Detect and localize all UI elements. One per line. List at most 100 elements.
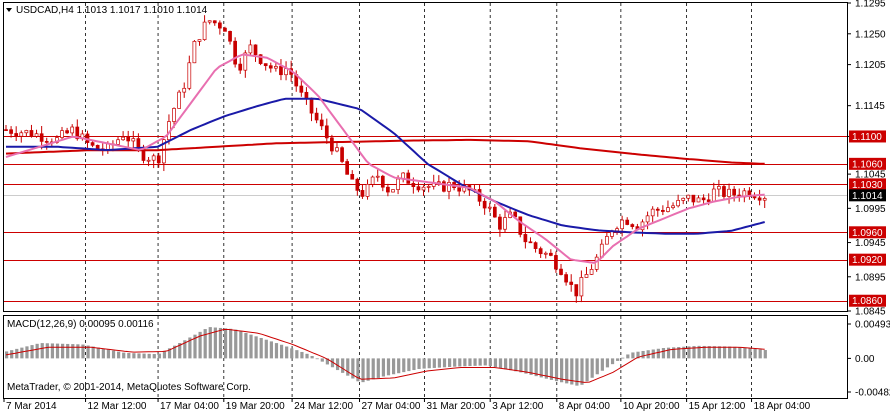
macd-bar [76,344,80,359]
candle-bear [406,172,411,184]
macd-bar [152,354,156,359]
triangle-down-icon[interactable] [6,8,12,12]
macd-bar [600,358,604,371]
macd-bar [15,348,19,359]
candle-bull [391,189,395,193]
candle-bear [701,197,706,201]
macd-bar [682,346,686,359]
level-price-tag [849,178,886,191]
candle-bull [666,207,670,212]
level-price-tag-label: 1.0920 [852,255,883,266]
macd-bar [590,358,594,378]
candle-bull [645,215,650,223]
time-tick-label: 3 Apr 12:00 [492,401,544,412]
candle-bear [156,155,161,164]
candle-bear [258,54,263,64]
candle-bull [274,66,278,69]
candle-bear [498,216,502,230]
candle-bear [299,85,304,93]
macd-bar [132,353,136,359]
macd-bar [264,339,268,359]
macd-bar [524,358,528,374]
candle-bull [650,208,655,217]
time-axis: 7 Mar 2014 12 Mar 12:00 17 Mar 04:00 19 Mar… [3,398,811,412]
macd-bar [122,352,126,359]
candle-bear [253,44,258,56]
candle-bull [594,256,599,270]
macd-bar [397,358,401,374]
candle-bear [380,175,385,188]
macd-bar [341,358,345,373]
level-price-tag [849,253,886,266]
macd-bar [285,346,289,359]
macd-bar [514,358,518,372]
candle-bear [95,144,100,150]
macd-bar [290,348,294,359]
candle-bear [279,66,283,76]
macd-bar [386,358,391,376]
candle-bull [681,197,686,201]
candle-bear [757,197,762,201]
macd-bar [697,345,701,359]
macd-bar [81,344,85,359]
price-tick-label: 1.1145 [855,101,885,112]
candle-bear [126,136,131,142]
candle-bear [482,200,487,209]
macd-bar [733,346,737,359]
candle-bull [177,91,181,109]
macd-bar [279,344,284,359]
candle-bull [116,139,120,145]
candle-bull [162,139,166,164]
macd-bar [325,358,329,365]
candle-bear [386,186,390,193]
macd-bar [427,358,431,369]
candle-bear [630,224,635,227]
candle-bull [543,252,548,255]
macd-bar [641,350,645,359]
price-tick-label: 1.0895 [855,272,886,283]
candle-bear [309,97,314,114]
macd-bar [626,354,630,359]
macd-tick-label: 0.00493 [855,320,890,331]
candle-bear [330,137,334,152]
candle-bull [375,175,380,178]
macd-bar [412,358,416,371]
macd-bar [315,358,319,360]
candle-bull [121,136,125,141]
macd-bar [274,343,279,359]
macd-bar [101,348,105,359]
macd-bar [183,340,187,359]
price-tick-label: 1.0995 [855,204,886,215]
macd-bar [463,358,467,367]
candle-bull [151,155,156,161]
current-price-tag-label: 1.1014 [852,191,883,202]
level-price-tag-label: 1.1060 [852,159,883,170]
candle-bear [442,181,446,192]
macd-bar [549,358,554,380]
macd-bar [203,329,207,359]
candle-bull [727,188,731,197]
candle-bull [243,52,248,71]
macd-bar [173,345,177,359]
candle-bear [304,91,309,99]
macd-bar [519,358,523,373]
macd-bar [361,358,365,383]
candle-bear [569,281,574,285]
macd-bar [605,358,610,368]
candle-bull [604,236,609,245]
macd-bar [707,346,711,359]
macd-indicator [5,327,767,386]
macd-bar [91,346,95,359]
macd-bar [580,358,584,385]
macd-bar [218,327,223,359]
candle-bear [492,206,497,218]
candle-bear [136,138,141,148]
macd-bar [636,351,640,359]
macd-bar [239,331,243,359]
level-price-tag-label: 1.0860 [852,296,883,307]
candle-bear [574,284,579,297]
price-tick-label: 1.1250 [855,29,886,40]
